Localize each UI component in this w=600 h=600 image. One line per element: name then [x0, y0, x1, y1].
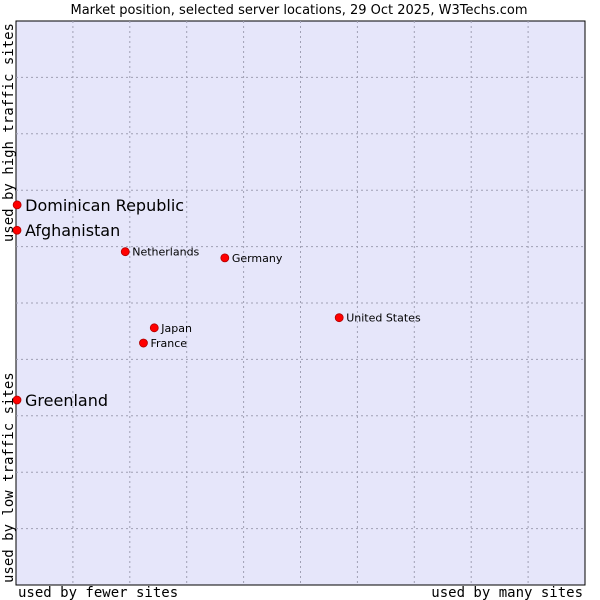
data-points: Dominican Republic Afghanistan Netherlands…: [12, 196, 421, 410]
label-afghanistan: Afghanistan: [25, 221, 120, 240]
label-japan: Japan: [160, 322, 192, 335]
x-axis-label-right: used by many sites: [431, 585, 583, 600]
grid-lines: [16, 21, 585, 585]
chart-title: Market position, selected server locatio…: [70, 3, 527, 18]
label-netherlands: Netherlands: [132, 246, 199, 259]
point-afghanistan: [12, 225, 22, 235]
point-france: [139, 338, 148, 348]
point-germany: [220, 253, 230, 263]
label-united-states: United States: [346, 312, 421, 325]
y-axis-label-top: used by high traffic sites: [1, 23, 17, 242]
point-greenland: [12, 395, 22, 405]
point-united-states: [334, 313, 344, 323]
x-axis-label-left: used by fewer sites: [18, 585, 178, 600]
label-greenland: Greenland: [25, 391, 108, 410]
label-germany: Germany: [232, 252, 283, 265]
point-netherlands: [120, 247, 130, 257]
label-france: France: [150, 337, 187, 350]
point-japan: [149, 323, 159, 333]
label-dominican-republic: Dominican Republic: [25, 196, 184, 215]
y-axis-label-bottom: used by low traffic sites: [1, 372, 17, 583]
point-dominican-republic: [12, 200, 22, 210]
